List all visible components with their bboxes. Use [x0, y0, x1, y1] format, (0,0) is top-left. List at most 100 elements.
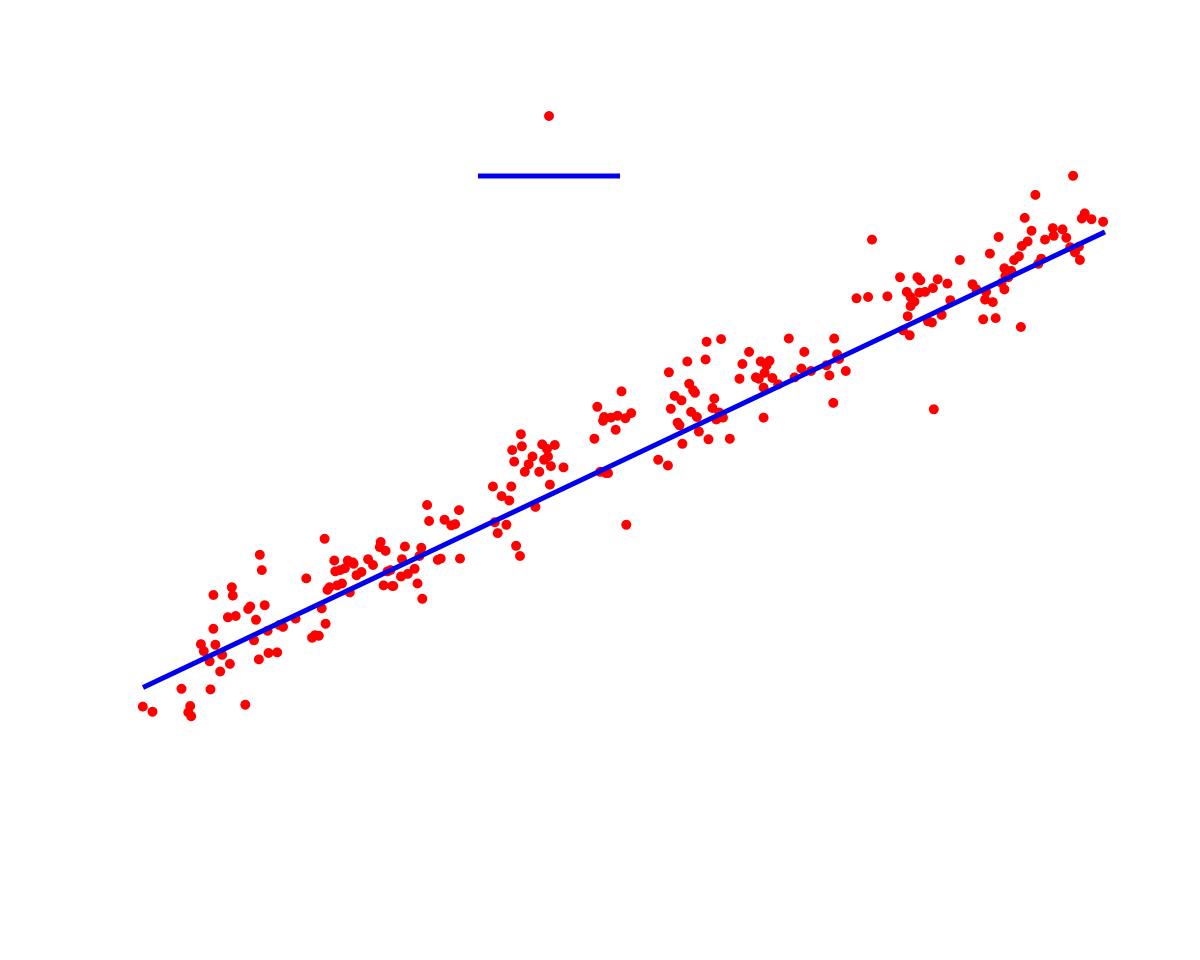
data-point [558, 462, 569, 473]
data-point [435, 553, 446, 564]
data-point [210, 639, 221, 650]
data-point [904, 330, 915, 341]
data-point [534, 466, 545, 477]
data-point [1026, 225, 1037, 236]
data-point [999, 284, 1010, 295]
data-point [987, 297, 998, 308]
data-point [147, 706, 158, 717]
data-point [1098, 216, 1109, 227]
data-point [915, 275, 926, 286]
data-point [230, 611, 241, 621]
data-point [523, 459, 534, 470]
data-point [589, 433, 600, 444]
data-point [653, 454, 664, 465]
data-point [984, 248, 995, 259]
data-point [709, 393, 720, 404]
data-point [515, 551, 525, 561]
data-point [496, 491, 507, 502]
data-point [416, 542, 427, 553]
data-point [348, 558, 359, 569]
data-point [412, 578, 423, 589]
data-point [663, 367, 674, 378]
data-point [137, 701, 148, 712]
data-point [980, 294, 991, 305]
data-point [439, 514, 450, 525]
data-point [665, 403, 676, 414]
data-point [829, 333, 840, 344]
data-point [676, 395, 687, 406]
data-point [378, 580, 389, 591]
data-point [867, 234, 877, 245]
data-point [700, 354, 711, 365]
data-point [954, 255, 965, 265]
data-point [272, 647, 283, 658]
data-point [506, 481, 517, 492]
data-point [612, 410, 623, 421]
data-point [509, 456, 520, 467]
data-point [422, 500, 433, 510]
data-point [828, 397, 839, 408]
data-point [932, 274, 943, 285]
data-point [402, 568, 413, 579]
data-point [501, 519, 512, 530]
data-point [928, 404, 939, 415]
data-point [208, 590, 219, 600]
data-point [863, 292, 874, 302]
data-point [527, 451, 538, 462]
data-point [313, 630, 324, 641]
legend-marker [544, 111, 554, 121]
data-point [682, 356, 693, 367]
fit-line [141, 229, 1107, 690]
data-point [990, 313, 1001, 324]
data-point [388, 581, 399, 591]
data-point [492, 528, 503, 539]
fit-line-series [141, 229, 1107, 690]
data-point [758, 412, 769, 423]
data-point [356, 567, 367, 577]
data-point [926, 317, 937, 328]
data-point [716, 334, 727, 345]
data-point [882, 291, 893, 302]
data-point [320, 618, 331, 629]
data-point [840, 366, 851, 376]
data-point [677, 438, 688, 449]
data-point [744, 346, 755, 357]
data-point [1040, 234, 1050, 245]
data-point [198, 646, 209, 657]
data-point [542, 443, 552, 454]
data-point [454, 505, 464, 516]
data-point [1086, 214, 1097, 225]
data-point [226, 582, 237, 593]
data-point [626, 408, 637, 419]
data-point [1013, 251, 1024, 262]
data-point [507, 445, 518, 456]
data-point [511, 540, 522, 551]
data-point [185, 701, 196, 711]
legend [478, 111, 620, 179]
data-point [409, 563, 420, 574]
data-point [662, 460, 673, 471]
data-point [674, 420, 685, 431]
data-point [927, 283, 938, 294]
data-point [1079, 208, 1090, 219]
data-point [895, 272, 905, 283]
data-point [799, 346, 810, 357]
data-point [902, 311, 913, 322]
data-point [1048, 230, 1059, 241]
data-point [339, 563, 350, 574]
data-point [263, 648, 274, 658]
data-point [240, 699, 251, 710]
data-point [424, 516, 435, 526]
data-point [1022, 236, 1033, 247]
data-point [516, 441, 527, 452]
data-point [380, 545, 391, 556]
data-point [337, 578, 347, 589]
data-point [253, 654, 264, 665]
data-point [691, 412, 702, 422]
data-point [942, 278, 953, 289]
data-point [224, 658, 235, 669]
data-point [543, 451, 553, 462]
data-point [375, 537, 386, 547]
data-point [1061, 232, 1072, 243]
